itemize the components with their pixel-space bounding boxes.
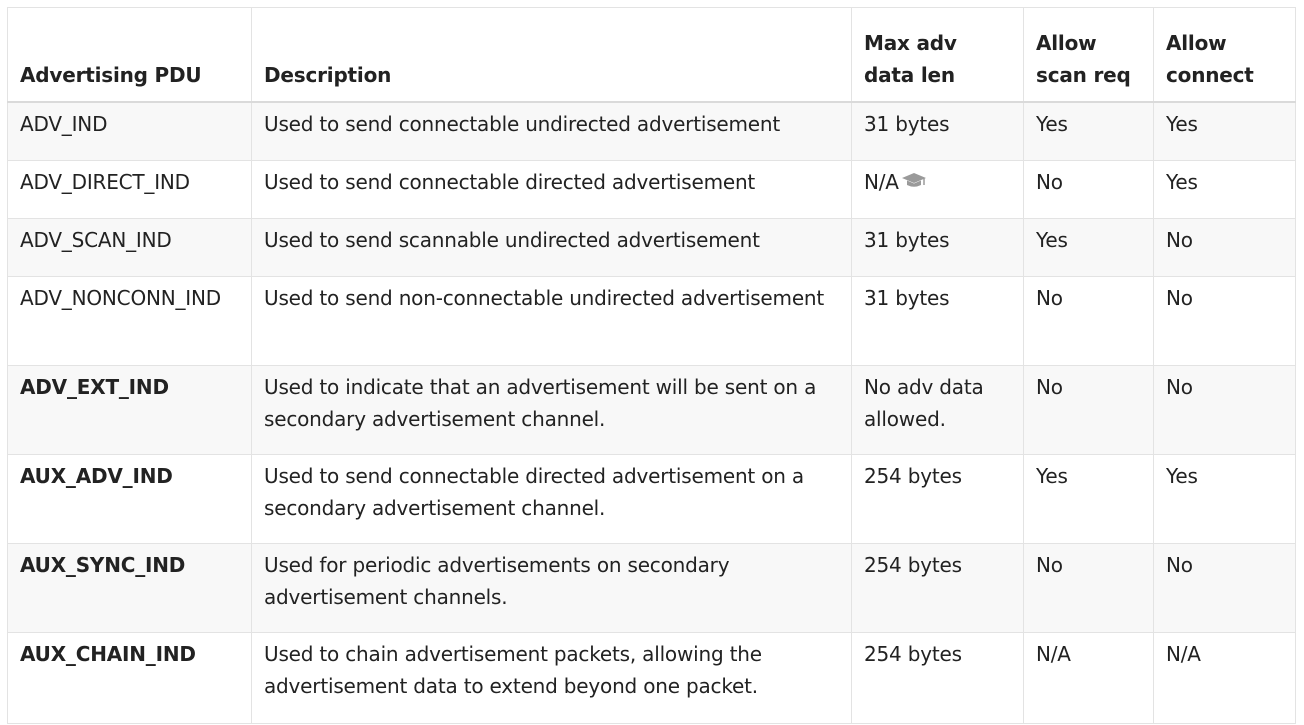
cell-max-len: 254 bytes xyxy=(851,454,1024,544)
cell-description: Used to send connectable directed advert… xyxy=(251,454,852,544)
cell-max-len: 254 bytes xyxy=(851,632,1024,724)
cell-scan-req: No xyxy=(1023,365,1154,455)
cell-connect: No xyxy=(1153,365,1296,455)
table-row: ADV_NONCONN_IND Used to send non-connect… xyxy=(7,276,1296,366)
cell-description: Used to send scannable undirected advert… xyxy=(251,218,852,277)
cell-max-len: N/A xyxy=(851,160,1024,219)
table-row: ADV_IND Used to send connectable undirec… xyxy=(7,101,1296,161)
cell-connect: Yes xyxy=(1153,160,1296,219)
cell-pdu: ADV_NONCONN_IND xyxy=(7,276,252,366)
table-row: AUX_CHAIN_IND Used to chain advertisemen… xyxy=(7,632,1296,724)
cell-scan-req: No xyxy=(1023,160,1154,219)
graduation-cap-icon[interactable] xyxy=(901,166,927,198)
cell-scan-req: N/A xyxy=(1023,632,1154,724)
cell-pdu: ADV_DIRECT_IND xyxy=(7,160,252,219)
table-row: ADV_DIRECT_IND Used to send connectable … xyxy=(7,160,1296,219)
cell-description: Used to send non-connectable undirected … xyxy=(251,276,852,366)
advertising-pdu-table: Advertising PDU Description Max adv data… xyxy=(7,7,1296,724)
cell-description: Used to chain advertisement packets, all… xyxy=(251,632,852,724)
header-allow-connect: Allow connect xyxy=(1153,7,1296,103)
table-container: Advertising PDU Description Max adv data… xyxy=(7,7,1296,724)
table-row: ADV_EXT_IND Used to indicate that an adv… xyxy=(7,365,1296,455)
cell-scan-req: No xyxy=(1023,276,1154,366)
cell-scan-req: No xyxy=(1023,543,1154,633)
cell-description: Used to send connectable undirected adve… xyxy=(251,101,852,161)
cell-max-len: 31 bytes xyxy=(851,218,1024,277)
cell-max-len: 31 bytes xyxy=(851,101,1024,161)
cell-description: Used to indicate that an advertisement w… xyxy=(251,365,852,455)
cell-connect: No xyxy=(1153,543,1296,633)
cell-pdu: AUX_SYNC_IND xyxy=(7,543,252,633)
cell-pdu: ADV_IND xyxy=(7,101,252,161)
cell-scan-req: Yes xyxy=(1023,454,1154,544)
cell-scan-req: Yes xyxy=(1023,218,1154,277)
cell-connect: No xyxy=(1153,276,1296,366)
cell-max-len: No adv data allowed. xyxy=(851,365,1024,455)
cell-pdu: ADV_SCAN_IND xyxy=(7,218,252,277)
cell-scan-req: Yes xyxy=(1023,101,1154,161)
header-max-adv-data-len: Max adv data len xyxy=(851,7,1024,103)
cell-pdu: AUX_CHAIN_IND xyxy=(7,632,252,724)
cell-connect: Yes xyxy=(1153,454,1296,544)
cell-description: Used to send connectable directed advert… xyxy=(251,160,852,219)
cell-connect: N/A xyxy=(1153,632,1296,724)
cell-max-len: 254 bytes xyxy=(851,543,1024,633)
header-description: Description xyxy=(251,7,852,103)
cell-max-len-text: N/A xyxy=(864,170,899,194)
header-allow-scan-req: Allow scan req xyxy=(1023,7,1154,103)
header-advertising-pdu: Advertising PDU xyxy=(7,7,252,103)
cell-description: Used for periodic advertisements on seco… xyxy=(251,543,852,633)
cell-pdu: ADV_EXT_IND xyxy=(7,365,252,455)
cell-pdu: AUX_ADV_IND xyxy=(7,454,252,544)
cell-connect: No xyxy=(1153,218,1296,277)
table-row: AUX_ADV_IND Used to send connectable dir… xyxy=(7,454,1296,544)
table-row: ADV_SCAN_IND Used to send scannable undi… xyxy=(7,218,1296,277)
cell-max-len: 31 bytes xyxy=(851,276,1024,366)
table-row: AUX_SYNC_IND Used for periodic advertise… xyxy=(7,543,1296,633)
cell-connect: Yes xyxy=(1153,101,1296,161)
table-header-row: Advertising PDU Description Max adv data… xyxy=(7,7,1296,103)
